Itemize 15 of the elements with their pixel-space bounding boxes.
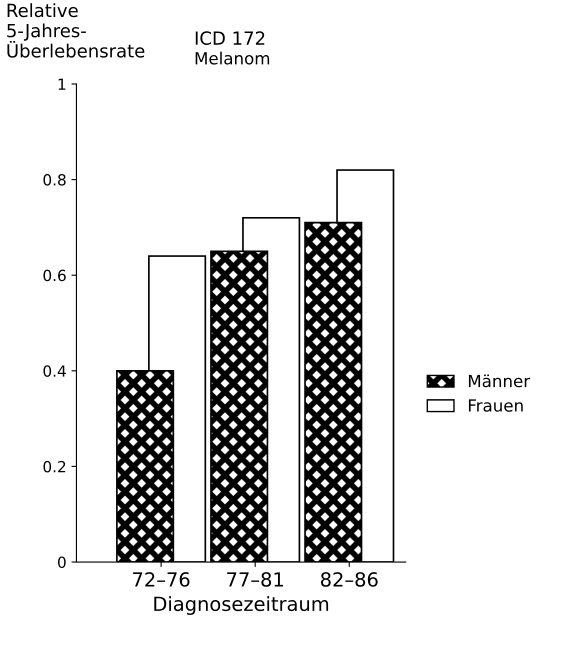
y-tick-label: 0.4 xyxy=(43,365,66,377)
legend-label: Männer xyxy=(468,374,530,388)
x-tick-label: 82–86 xyxy=(320,572,378,587)
y-tick-label: 0.2 xyxy=(43,460,66,472)
y-tick-label: 0.8 xyxy=(43,174,66,186)
chart-subtitle: Melanom xyxy=(196,52,270,65)
chart-title: ICD 172 xyxy=(196,31,264,45)
x-tick-label: 77–81 xyxy=(227,572,283,587)
y-axis-title: Relative 5-Jahres- Überlebensrate xyxy=(7,3,144,58)
x-tick-label: 72–76 xyxy=(133,572,190,587)
x-axis-title: Diagnosezeitraum xyxy=(154,596,328,615)
y-tick-label: 0.6 xyxy=(43,270,66,282)
y-tick-label: 0 xyxy=(58,556,66,568)
legend-label: Frauen xyxy=(468,399,523,412)
y-tick-label: 1 xyxy=(58,78,66,90)
